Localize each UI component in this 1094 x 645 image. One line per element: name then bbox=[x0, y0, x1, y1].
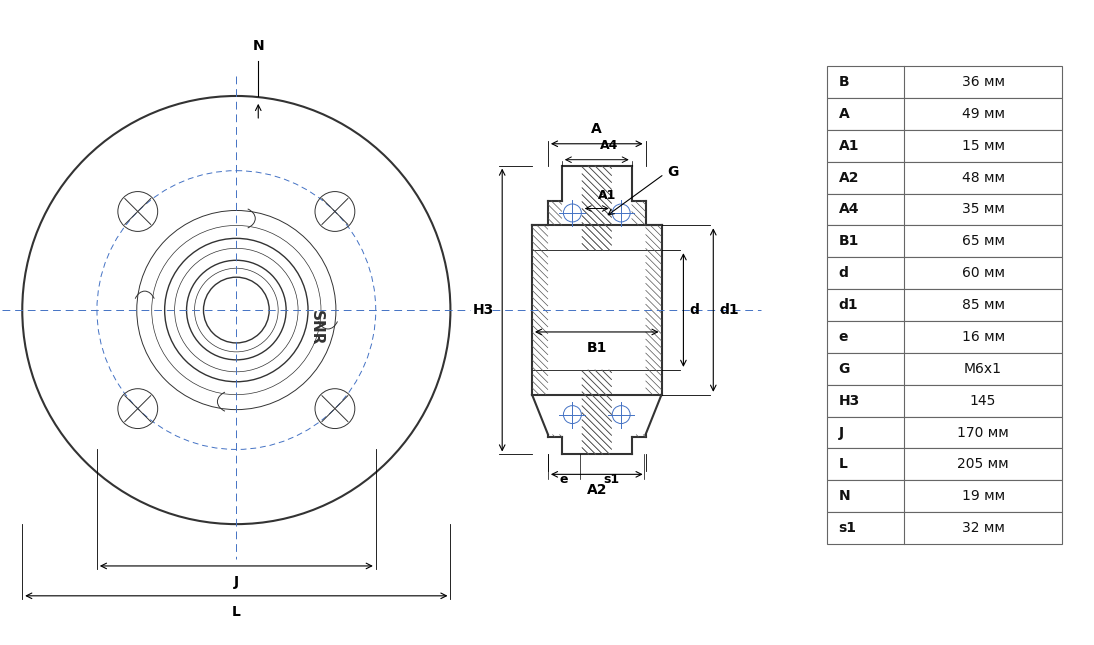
Text: d1: d1 bbox=[719, 303, 738, 317]
Text: A4: A4 bbox=[600, 139, 618, 152]
Text: d: d bbox=[689, 303, 699, 317]
Text: 16 мм: 16 мм bbox=[962, 330, 1004, 344]
Text: d: d bbox=[839, 266, 849, 280]
Text: A1: A1 bbox=[597, 188, 616, 201]
Bar bbox=[827, 162, 1062, 194]
Bar bbox=[827, 257, 1062, 289]
Text: A: A bbox=[592, 122, 602, 136]
Bar bbox=[827, 321, 1062, 353]
Bar bbox=[827, 289, 1062, 321]
Text: s1: s1 bbox=[839, 521, 857, 535]
Text: 49 мм: 49 мм bbox=[962, 107, 1004, 121]
Text: 145: 145 bbox=[970, 393, 997, 408]
Bar bbox=[827, 384, 1062, 417]
Text: A4: A4 bbox=[839, 203, 859, 217]
Text: H3: H3 bbox=[839, 393, 860, 408]
Text: A1: A1 bbox=[839, 139, 859, 153]
Text: N: N bbox=[253, 39, 264, 53]
Text: 170 мм: 170 мм bbox=[957, 426, 1009, 439]
Text: H3: H3 bbox=[473, 303, 494, 317]
Bar bbox=[827, 130, 1062, 162]
Text: 36 мм: 36 мм bbox=[962, 75, 1004, 89]
Bar bbox=[827, 66, 1062, 98]
Text: L: L bbox=[839, 457, 848, 471]
Text: L: L bbox=[232, 605, 241, 619]
Text: N: N bbox=[839, 490, 850, 503]
Bar bbox=[827, 481, 1062, 512]
Text: 15 мм: 15 мм bbox=[962, 139, 1004, 153]
Bar bbox=[827, 194, 1062, 225]
Bar bbox=[827, 98, 1062, 130]
Text: SNR: SNR bbox=[309, 310, 324, 346]
Text: A2: A2 bbox=[839, 171, 859, 184]
Text: B: B bbox=[839, 75, 849, 89]
Text: J: J bbox=[839, 426, 843, 439]
Text: B1: B1 bbox=[839, 234, 859, 248]
Text: 48 мм: 48 мм bbox=[962, 171, 1004, 184]
Bar bbox=[827, 417, 1062, 448]
Text: A: A bbox=[839, 107, 849, 121]
Bar bbox=[827, 448, 1062, 481]
Text: 32 мм: 32 мм bbox=[962, 521, 1004, 535]
Text: G: G bbox=[667, 164, 678, 179]
Text: G: G bbox=[839, 362, 850, 376]
Text: B1: B1 bbox=[586, 341, 607, 355]
Text: d1: d1 bbox=[839, 298, 859, 312]
Text: s1: s1 bbox=[604, 473, 620, 486]
Text: e: e bbox=[560, 473, 568, 486]
Bar bbox=[827, 512, 1062, 544]
Text: 19 мм: 19 мм bbox=[962, 490, 1004, 503]
Text: 65 мм: 65 мм bbox=[962, 234, 1004, 248]
Bar bbox=[827, 353, 1062, 384]
Text: A2: A2 bbox=[586, 483, 607, 497]
Text: e: e bbox=[839, 330, 848, 344]
Text: J: J bbox=[234, 575, 238, 589]
Text: M6x1: M6x1 bbox=[964, 362, 1002, 376]
Text: 60 мм: 60 мм bbox=[962, 266, 1004, 280]
Bar bbox=[827, 225, 1062, 257]
Text: 85 мм: 85 мм bbox=[962, 298, 1004, 312]
Text: 35 мм: 35 мм bbox=[962, 203, 1004, 217]
Text: 205 мм: 205 мм bbox=[957, 457, 1009, 471]
